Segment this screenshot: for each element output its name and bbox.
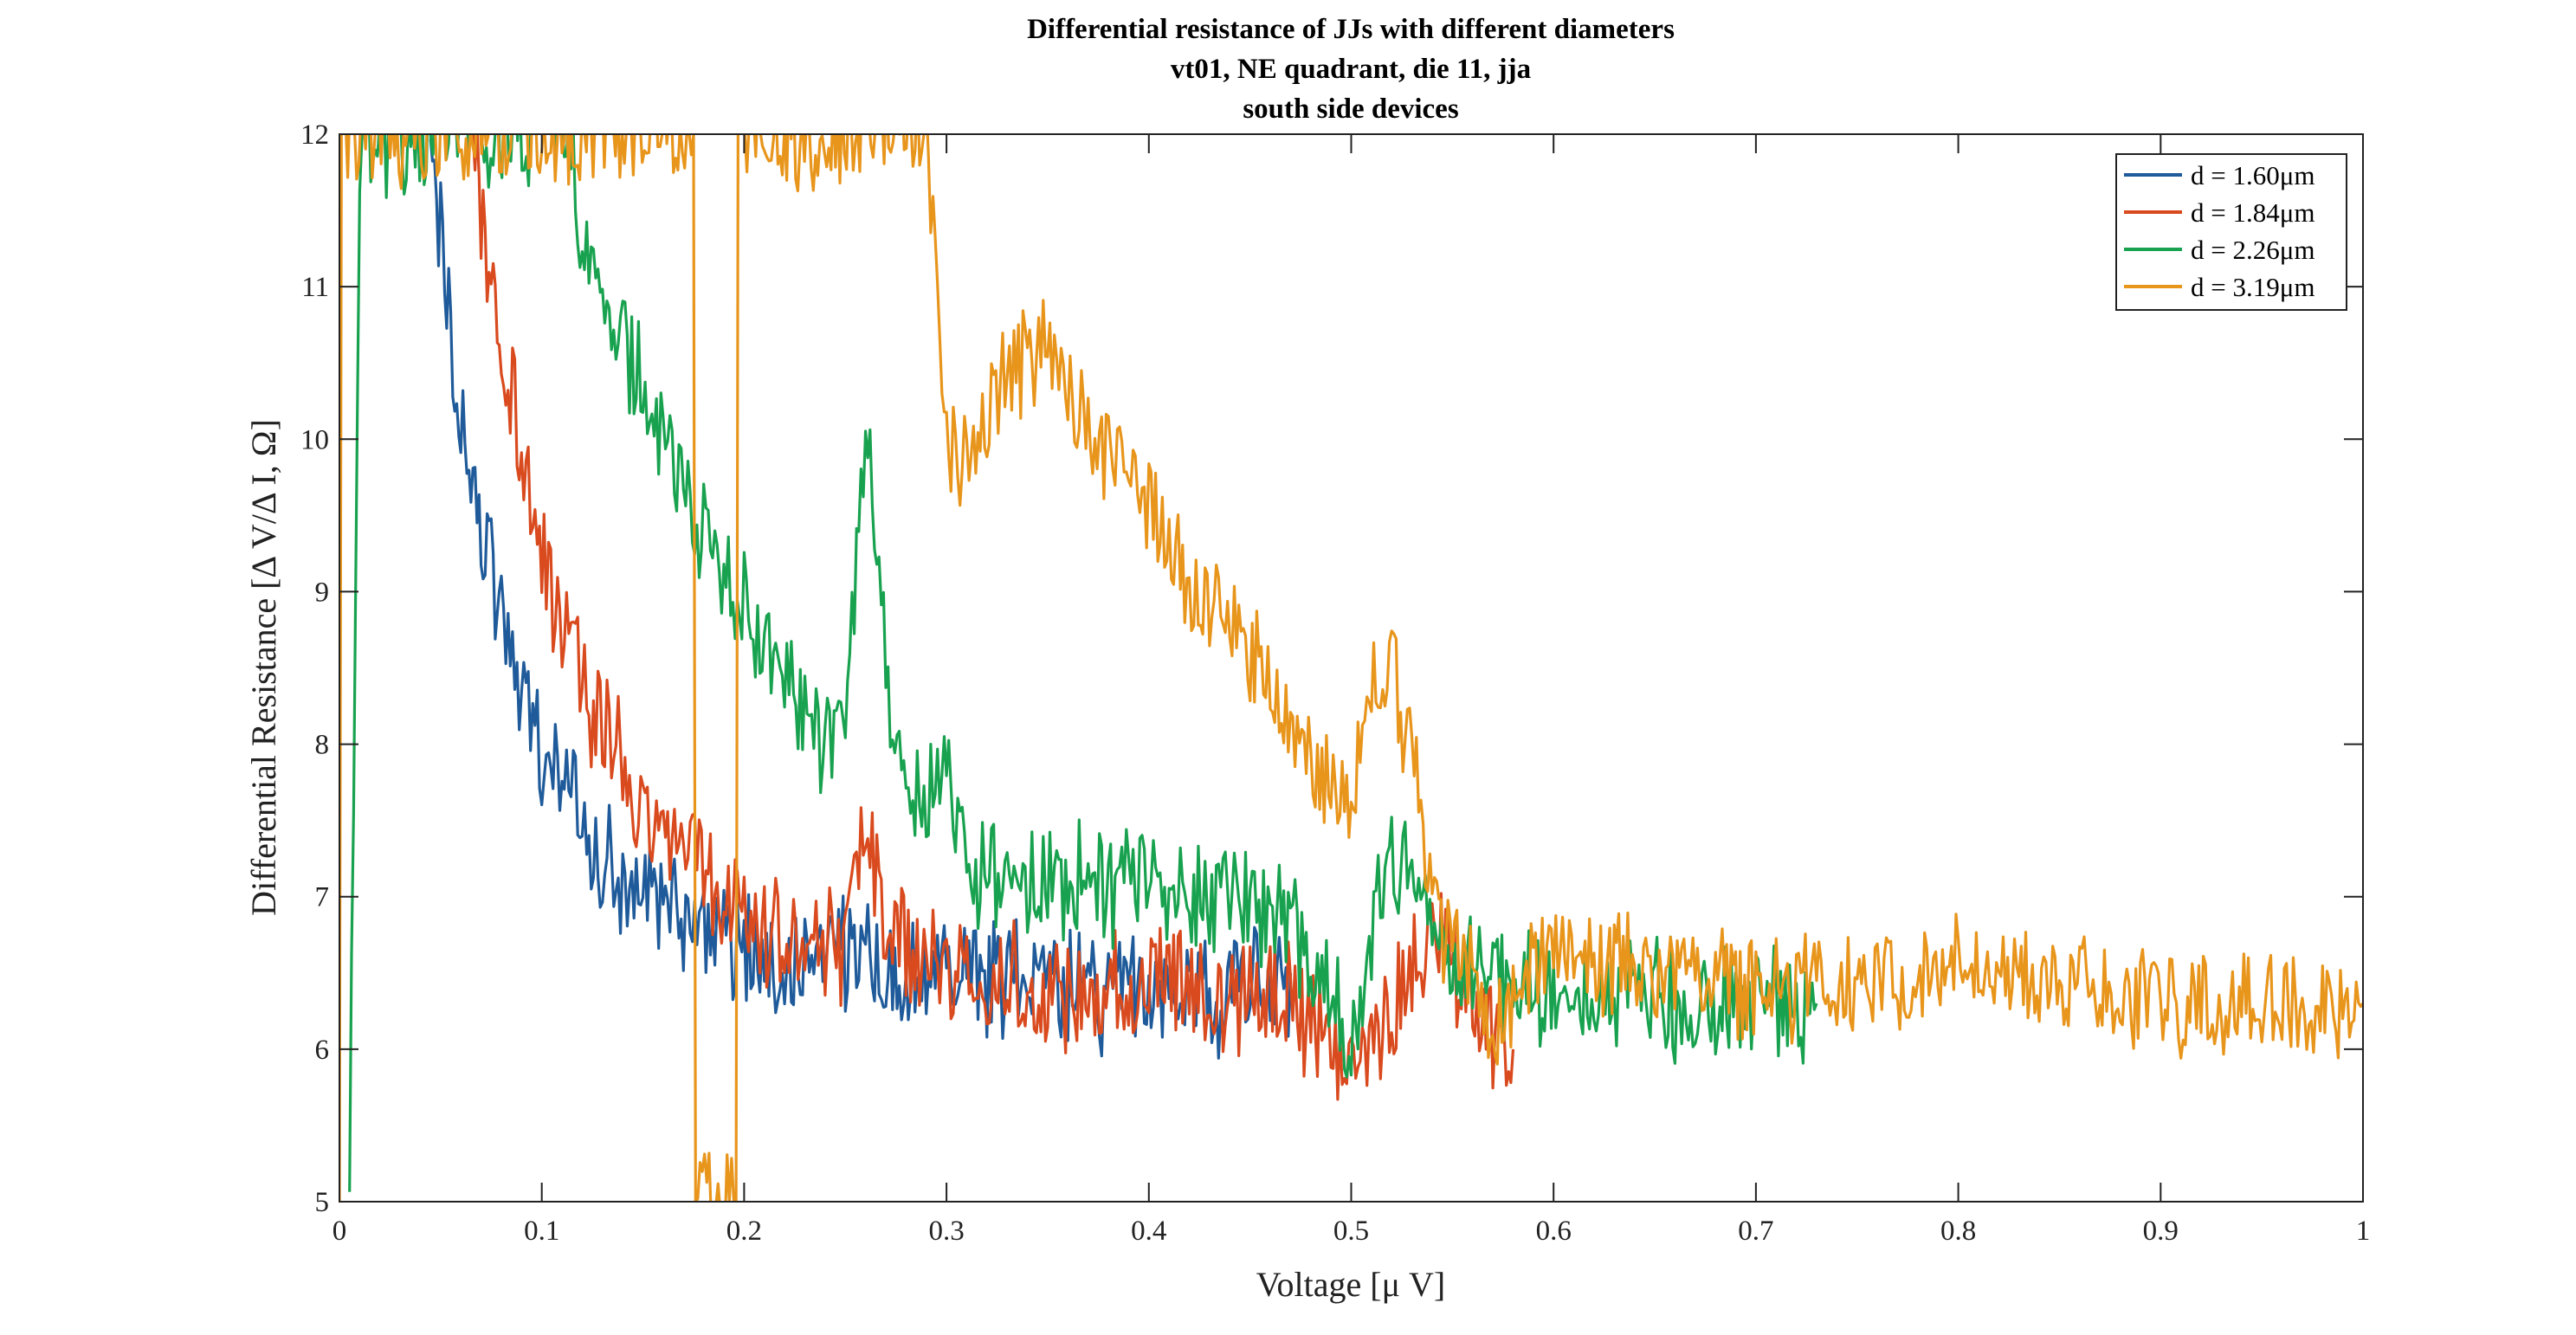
x-tick-label: 0.9 — [2143, 1216, 2179, 1247]
legend-box — [2115, 153, 2347, 311]
y-axis: 5 6 7 8 9 10 11 12 — [300, 119, 2363, 1218]
x-tick-label: 0.4 — [1131, 1216, 1166, 1247]
y-tick-label: 8 — [315, 730, 330, 761]
chart-title: Differential resistance of JJs with diff… — [1027, 14, 1675, 125]
x-tick-label: 0.3 — [928, 1216, 964, 1247]
y-tick-label: 12 — [300, 119, 329, 151]
title-line-3: south side devices — [1243, 94, 1459, 125]
x-tick-label: 0.5 — [1333, 1216, 1369, 1247]
y-tick-label: 9 — [315, 577, 330, 608]
x-tick-label: 1 — [2356, 1216, 2371, 1247]
x-tick-label: 0 — [332, 1216, 347, 1247]
y-tick-label: 6 — [315, 1035, 330, 1066]
series-line-2 — [470, 134, 1515, 1101]
y-tick-label: 10 — [300, 424, 329, 455]
y-tick-label: 7 — [315, 882, 330, 913]
legend-label: d = 2.26μm — [2191, 235, 2315, 265]
series-layer — [339, 134, 2363, 1202]
series-line-1 — [429, 139, 1292, 1060]
legend-label: d = 3.19μm — [2191, 272, 2315, 302]
y-tick-label: 11 — [301, 272, 329, 303]
y-tick-label: 5 — [315, 1187, 330, 1218]
x-tick-label: 0.6 — [1536, 1216, 1572, 1247]
x-tick-label: 0.2 — [726, 1216, 762, 1247]
y-axis-label: Differential Resistance [Δ V/Δ I, Ω] — [244, 419, 283, 916]
x-tick-label: 0.1 — [524, 1216, 559, 1247]
series-line-4 — [339, 134, 2363, 1202]
x-tick-label: 0.7 — [1738, 1216, 1773, 1247]
legend: d = 1.60μm d = 1.84μm d = 2.26μm d = 3.19μm — [2115, 153, 2347, 311]
legend-label: d = 1.60μm — [2191, 160, 2315, 190]
series-line-3 — [348, 134, 1818, 1192]
legend-label: d = 1.84μm — [2191, 197, 2315, 228]
title-line-1: Differential resistance of JJs with diff… — [1027, 14, 1675, 45]
x-axis: 0 0.1 0.2 0.3 0.4 0.5 0.6 0.7 0.8 0.9 1 — [332, 134, 2371, 1247]
x-tick-label: 0.8 — [1940, 1216, 1976, 1247]
x-axis-label: Voltage [μ V] — [1256, 1265, 1445, 1304]
title-line-2: vt01, NE quadrant, die 11, jja — [1171, 54, 1531, 85]
